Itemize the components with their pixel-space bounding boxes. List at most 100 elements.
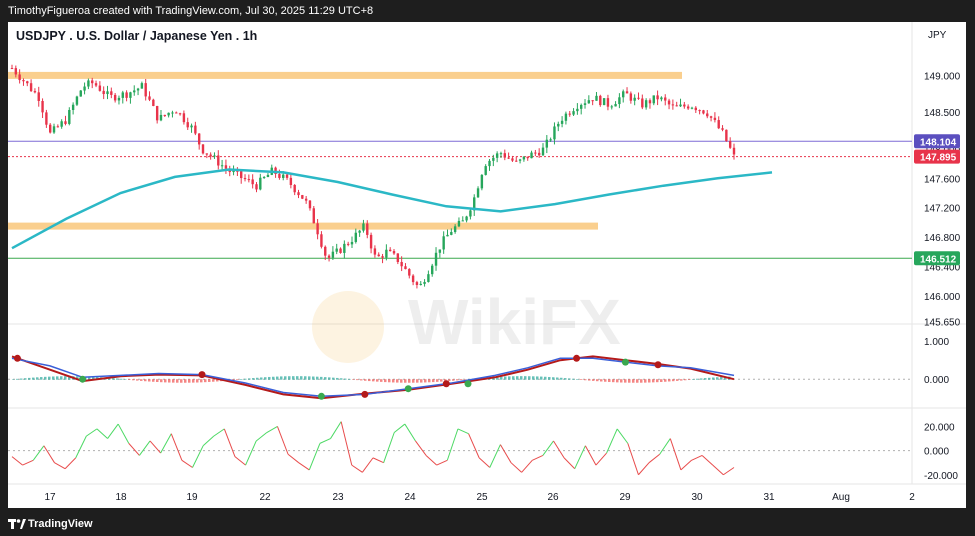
- candle-body: [232, 170, 235, 173]
- macd-histogram-bar: [208, 379, 211, 382]
- macd-histogram-bar: [196, 379, 199, 383]
- candle-body: [427, 274, 430, 282]
- macd-histogram-bar: [252, 378, 255, 380]
- candle-body: [163, 114, 167, 116]
- macd-histogram-bar: [128, 379, 131, 380]
- macd-histogram-bar: [604, 379, 607, 382]
- macd-histogram-bar: [412, 379, 415, 383]
- macd-histogram-bar: [136, 379, 139, 381]
- macd-histogram-bar: [580, 379, 583, 380]
- oscillator-segment: [149, 440, 162, 454]
- macd-histogram-bar: [264, 377, 267, 380]
- price-label-text: 146.512: [920, 254, 957, 265]
- oscillator-segment: [563, 457, 576, 470]
- x-tick-label: 31: [763, 492, 775, 503]
- oscillator-segment: [489, 444, 501, 468]
- candle-body: [308, 200, 312, 209]
- oscillator-segment: [510, 462, 522, 473]
- candle-body: [117, 97, 121, 101]
- macd-histogram-bar: [448, 379, 451, 382]
- macd-histogram-bar: [720, 376, 723, 380]
- macd-histogram-bar: [612, 379, 615, 383]
- candle-body: [91, 80, 94, 84]
- candle-body: [205, 153, 209, 155]
- macd-histogram-bar: [392, 379, 395, 383]
- oscillator-segment: [255, 432, 268, 442]
- candle-body: [186, 122, 189, 128]
- candle-body: [121, 92, 124, 98]
- candle-body: [301, 195, 304, 199]
- macd-histogram-bar: [216, 379, 219, 382]
- macd-histogram-bar: [608, 379, 611, 382]
- macd-histogram-bar: [572, 378, 575, 380]
- macd-histogram-bar: [120, 378, 123, 380]
- candle-body: [545, 139, 549, 148]
- candle-body: [633, 97, 636, 101]
- candle-body: [530, 152, 533, 159]
- candle-body: [732, 147, 736, 155]
- oscillator-segment: [128, 443, 140, 456]
- candle-body: [45, 112, 48, 125]
- candle-body: [572, 111, 575, 115]
- macd-histogram-bar: [552, 377, 555, 380]
- candle-body: [343, 243, 346, 253]
- macd-histogram-bar: [124, 379, 127, 380]
- candle-body: [175, 112, 178, 114]
- macd-histogram-bar: [644, 379, 647, 383]
- macd-histogram-bar: [116, 378, 119, 380]
- macd-cross-marker: [13, 354, 21, 362]
- candle-body: [537, 152, 541, 156]
- candle-body: [728, 141, 732, 148]
- macd-histogram-bar: [272, 376, 275, 380]
- candle-body: [431, 265, 434, 275]
- macd-histogram-bar: [632, 379, 635, 383]
- candle-body: [49, 124, 52, 133]
- candle-body: [453, 226, 457, 233]
- oscillator-segment: [319, 438, 331, 444]
- candle-body: [304, 198, 308, 201]
- y-tick-label: 145.650: [924, 318, 961, 329]
- support-resistance-zone: [8, 71, 682, 79]
- chart-title: USDJPY . U.S. Dollar / Japanese Yen . 1h: [16, 29, 257, 43]
- candle-body: [10, 68, 14, 70]
- oscillator-segment: [499, 444, 512, 463]
- oscillator-segment: [669, 438, 682, 471]
- y-tick-label: 146.800: [924, 233, 961, 244]
- macd-histogram-bar: [616, 379, 619, 383]
- macd-histogram-bar: [676, 379, 679, 381]
- candle-body: [159, 114, 163, 121]
- oscillator-segment: [457, 428, 469, 435]
- macd-histogram-bar: [512, 376, 515, 380]
- candle-body: [629, 93, 633, 101]
- candle-body: [515, 160, 518, 162]
- candle-body: [56, 126, 60, 128]
- oscillator-segment: [383, 432, 395, 463]
- macd-histogram-bar: [60, 376, 63, 380]
- macd-histogram-bar: [232, 379, 235, 381]
- oscillator-segment: [86, 428, 98, 437]
- macd-histogram-bar: [168, 379, 171, 383]
- candle-body: [679, 104, 682, 107]
- candle-body: [293, 185, 296, 193]
- macd-histogram-bar: [464, 379, 467, 380]
- candle-body: [98, 85, 102, 91]
- x-tick-label: 22: [259, 492, 271, 503]
- oscillator-segment: [192, 445, 204, 468]
- macd-histogram-bar: [532, 376, 535, 380]
- chart-canvas[interactable]: WikiFX USDJPY . U.S. Dollar / Japanese Y…: [8, 22, 966, 508]
- macd-histogram-bar: [276, 376, 279, 380]
- oscillator-segment: [117, 423, 130, 444]
- macd-histogram-bar: [304, 376, 307, 380]
- macd-histogram-bar: [672, 379, 675, 382]
- candle-body: [522, 156, 526, 160]
- candle-body: [488, 160, 491, 167]
- macd-histogram-bar: [684, 379, 687, 381]
- oscillator-segment: [43, 445, 55, 463]
- oscillator-segment: [532, 454, 544, 461]
- candle-body: [136, 88, 140, 91]
- candle-body: [60, 121, 63, 127]
- macd-histogram-bar: [260, 377, 263, 380]
- macd-histogram-bar: [652, 379, 655, 383]
- macd-histogram-bar: [380, 379, 383, 382]
- macd-histogram-bar: [688, 379, 691, 380]
